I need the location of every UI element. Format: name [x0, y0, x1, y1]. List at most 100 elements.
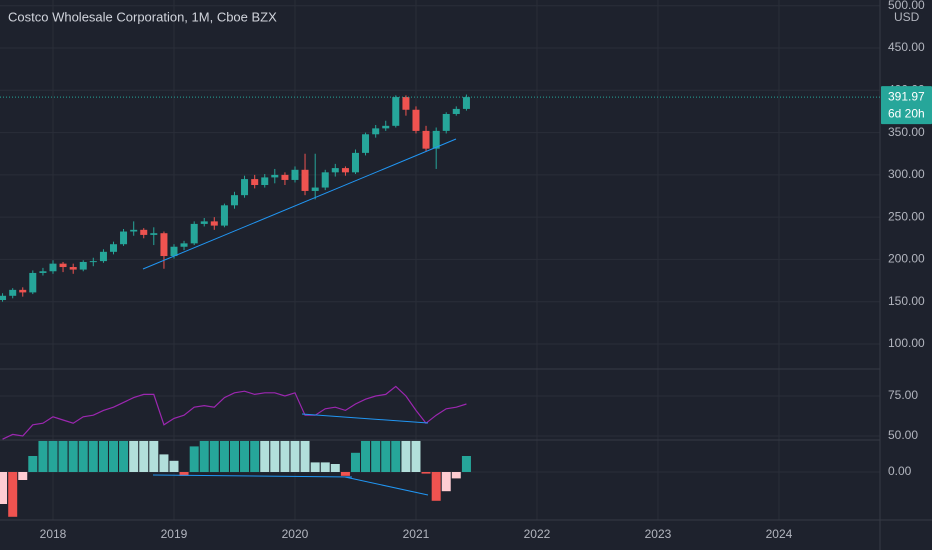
histogram-bar — [320, 462, 330, 472]
candle-body — [412, 109, 420, 131]
histogram-bar — [68, 440, 78, 472]
candle-body — [402, 97, 410, 110]
y-tick-label: 75.00 — [888, 388, 918, 402]
histogram-bar — [330, 464, 340, 472]
last-price-label: 391.97 — [888, 89, 925, 103]
histogram-bar — [159, 454, 169, 472]
x-tick-label: 2020 — [282, 527, 309, 541]
chart-title: Costco Wholesale Corporation, 1M, Cboe B… — [8, 9, 277, 24]
candle-body — [170, 246, 178, 257]
candle-body — [120, 231, 128, 245]
histogram-bar — [209, 440, 219, 472]
axes: 2018 2019 2020 2021 2022 2023 2024 100.00 150.00… — [40, 0, 932, 541]
histogram-bar — [88, 440, 98, 472]
y-tick-label: 50.00 — [888, 428, 918, 442]
candle-body — [200, 221, 208, 224]
histogram-bar — [28, 456, 38, 472]
candle-body — [29, 272, 37, 293]
candle-body — [220, 205, 228, 226]
histogram-bar — [219, 440, 229, 472]
candle-body — [442, 113, 450, 131]
candle-body — [422, 130, 430, 149]
histogram-bar — [149, 440, 159, 472]
histogram-bar — [431, 472, 441, 501]
histogram-bar — [461, 456, 471, 472]
y-tick-label: 500.00 — [888, 0, 925, 12]
candle-body — [291, 169, 299, 180]
histogram-bar — [391, 440, 401, 472]
candle-body — [130, 229, 138, 232]
candle-body — [69, 267, 77, 270]
y-tick-label: 0.00 — [888, 464, 912, 478]
histogram-bar — [451, 472, 461, 479]
trend-line — [344, 476, 429, 496]
histogram-bar — [300, 440, 310, 472]
y-tick-label: 300.00 — [888, 167, 925, 181]
x-tick-label: 2022 — [524, 527, 551, 541]
candle-body — [9, 289, 17, 296]
histogram-bar — [411, 440, 421, 472]
histogram-bar — [179, 472, 189, 476]
x-tick-label: 2018 — [40, 527, 67, 541]
histogram-bar — [401, 440, 411, 472]
histogram-bar — [119, 440, 129, 472]
histogram-bar — [229, 440, 239, 472]
histogram-bar — [169, 460, 179, 472]
candle-body — [392, 97, 400, 126]
y-tick-label: 100.00 — [888, 336, 925, 350]
histogram-bar — [18, 472, 28, 480]
marks — [0, 94, 880, 517]
candle-body — [39, 271, 47, 273]
y-tick-label: 150.00 — [888, 294, 925, 308]
candle-body — [432, 130, 440, 149]
last-price-tag — [881, 86, 932, 125]
candle-body — [99, 251, 107, 262]
histogram-bar — [240, 440, 250, 472]
candle-body — [311, 187, 319, 191]
histogram-bar — [361, 440, 371, 472]
y-tick-label: 250.00 — [888, 209, 925, 223]
histogram-bar — [129, 440, 139, 472]
histogram-bar — [441, 472, 451, 492]
candle-body — [452, 108, 460, 114]
histogram-bar — [421, 472, 431, 474]
histogram-bar — [310, 462, 320, 472]
y-tick-label: 450.00 — [888, 40, 925, 54]
histogram-bar — [38, 440, 48, 472]
candle-body — [251, 179, 259, 186]
candle-body — [331, 168, 339, 173]
candle-body — [271, 174, 279, 178]
candle-body — [79, 261, 87, 270]
histogram-bar — [250, 440, 260, 472]
histogram-bar — [108, 440, 118, 472]
histogram-bar — [280, 440, 290, 472]
histogram-bar — [350, 452, 360, 472]
candle-body — [241, 179, 249, 196]
candle-body — [19, 289, 27, 293]
candle-body — [301, 169, 309, 191]
candle-body — [462, 97, 470, 109]
candle-body — [372, 128, 380, 135]
candle-body — [89, 261, 97, 263]
indicator-line — [2, 385, 467, 440]
trend-line — [142, 138, 457, 270]
x-tick-label: 2021 — [403, 527, 430, 541]
candle-body — [341, 168, 349, 173]
candle-body — [160, 233, 168, 257]
candle-body — [351, 152, 359, 173]
histogram-bar — [260, 440, 270, 472]
candle-body — [362, 134, 370, 153]
candle-body — [150, 233, 158, 235]
histogram-bar — [0, 472, 8, 504]
y-tick-label: 200.00 — [888, 252, 925, 266]
candle-body — [109, 244, 117, 252]
candle-body — [49, 263, 57, 272]
candle-body — [59, 263, 67, 268]
histogram-bar — [270, 440, 280, 472]
histogram-bar — [58, 440, 68, 472]
histogram-bar — [340, 472, 350, 476]
candle-body — [180, 243, 188, 247]
candle-body — [281, 174, 289, 180]
